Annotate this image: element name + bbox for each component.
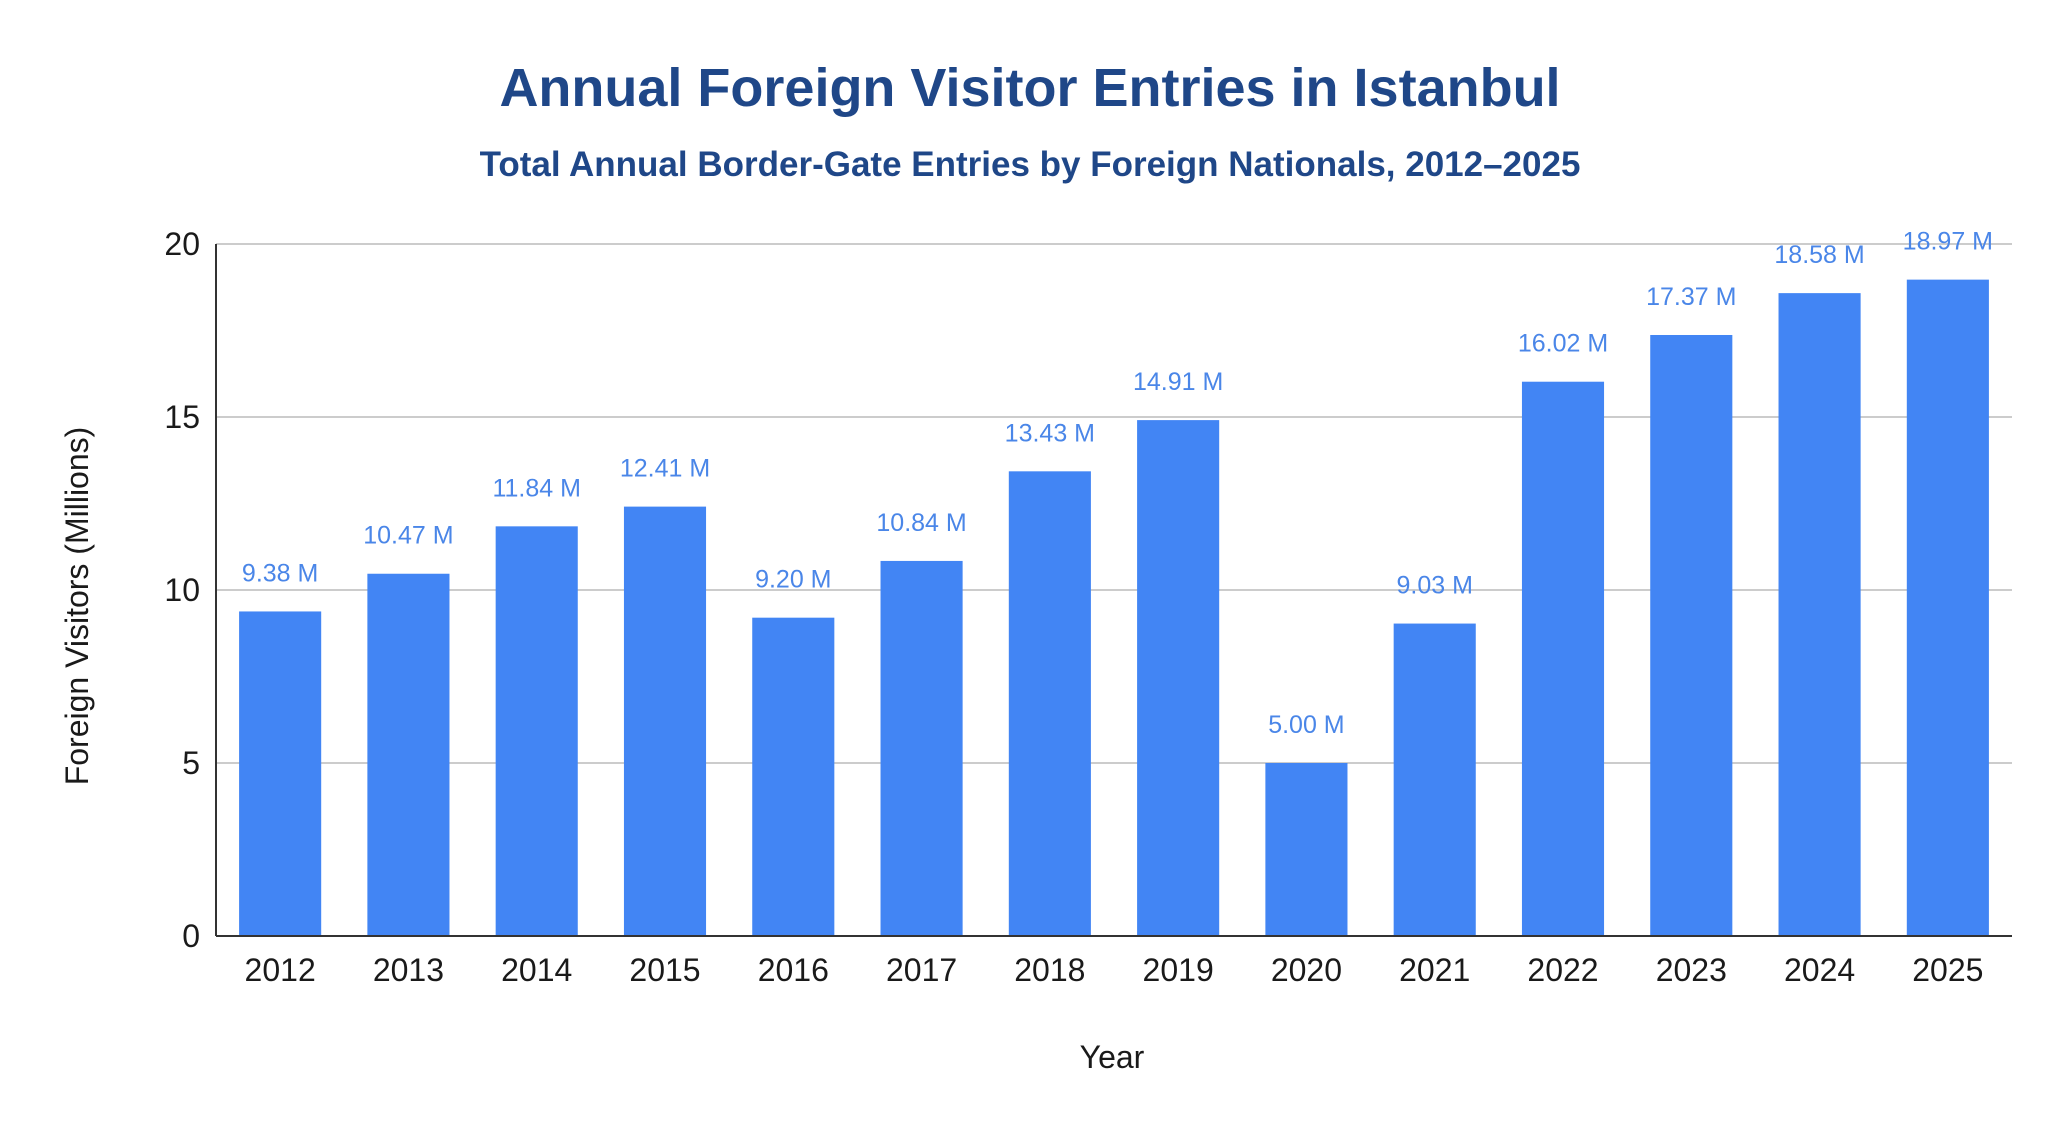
x-tick-label: 2019	[1143, 952, 1214, 988]
data-label: 18.97 M	[1903, 228, 1993, 256]
bar	[752, 617, 835, 936]
x-tick-label: 2018	[1014, 952, 1085, 988]
x-tick-label: 2025	[1912, 952, 1983, 988]
data-label: 18.58 M	[1774, 241, 1864, 269]
data-label: 12.41 M	[620, 455, 710, 483]
x-tick-label: 2016	[758, 952, 829, 988]
y-tick-label: 10	[164, 572, 200, 608]
y-axis-ticks: 0 5 10 15 20	[164, 226, 200, 954]
y-tick-label: 5	[182, 745, 200, 781]
bar	[495, 526, 578, 936]
bar	[880, 560, 963, 936]
data-label: 13.43 M	[1005, 419, 1095, 447]
bar	[1393, 623, 1476, 936]
data-label: 5.00 M	[1268, 711, 1344, 739]
x-axis-ticks: 2012 2013 2014 2015 2016 2017 2018 2019 2020 2021…	[245, 952, 1984, 988]
x-tick-label: 2017	[886, 952, 957, 988]
data-label: 9.03 M	[1396, 572, 1472, 600]
x-tick-label: 2024	[1784, 952, 1855, 988]
x-tick-label: 2014	[501, 952, 572, 988]
bar	[1008, 471, 1091, 936]
x-tick-label: 2021	[1399, 952, 1470, 988]
bar	[623, 506, 707, 936]
bars	[239, 279, 1989, 937]
data-label: 17.37 M	[1646, 283, 1736, 311]
bar	[1778, 293, 1861, 937]
y-tick-label: 20	[164, 226, 200, 262]
bar	[1265, 763, 1348, 936]
x-tick-label: 2015	[629, 952, 700, 988]
data-label: 10.47 M	[363, 522, 453, 550]
y-tick-label: 15	[164, 399, 200, 435]
bar	[367, 573, 450, 936]
data-label: 16.02 M	[1518, 330, 1608, 358]
data-label: 11.84 M	[492, 474, 580, 502]
bar	[1906, 279, 1989, 936]
y-axis-title: Foreign Visitors (Millions)	[59, 427, 95, 786]
data-label: 10.84 M	[876, 509, 966, 537]
chart-title: Annual Foreign Visitor Entries in Istanb…	[499, 58, 1560, 118]
bar	[1650, 334, 1733, 936]
x-tick-label: 2022	[1527, 952, 1598, 988]
x-tick-label: 2012	[245, 952, 316, 988]
x-axis-title: Year	[1080, 1039, 1145, 1075]
bar	[1521, 381, 1605, 936]
chart-subtitle: Total Annual Border-Gate Entries by Fore…	[480, 145, 1581, 184]
data-labels: 9.38 M 10.47 M 11.84 M 12.41 M 9.20 M 10.84 M…	[242, 228, 1993, 739]
x-tick-label: 2023	[1656, 952, 1727, 988]
x-tick-label: 2013	[373, 952, 444, 988]
y-tick-label: 0	[182, 918, 200, 954]
data-label: 14.91 M	[1133, 368, 1223, 396]
x-tick-label: 2020	[1271, 952, 1342, 988]
data-label: 9.20 M	[755, 566, 831, 594]
bar	[1137, 420, 1220, 936]
data-label: 9.38 M	[242, 559, 318, 587]
bar	[239, 611, 322, 936]
gridlines	[216, 243, 2012, 764]
